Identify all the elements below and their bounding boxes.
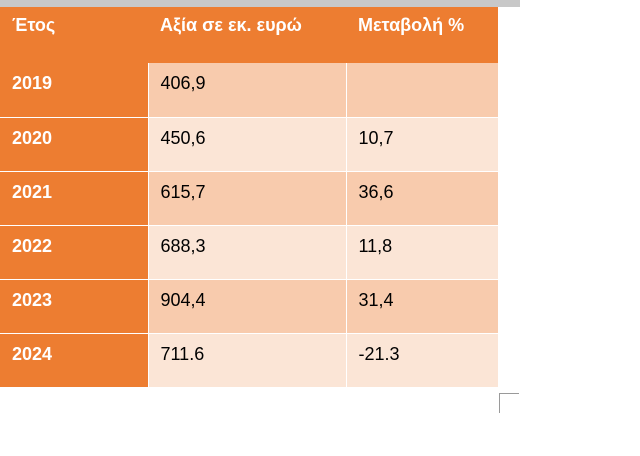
table-body: 2019 406,9 2020 450,6 10,7 2021 615,7 36… [0,63,499,388]
value-cell: 904,4 [148,279,347,334]
value-cell: 406,9 [148,63,347,118]
table-row: 2020 450,6 10,7 [0,117,499,172]
value-cell: 615,7 [148,171,347,226]
data-table: Έτος Αξία σε εκ. ευρώ Μεταβολή % 2019 40… [0,7,499,388]
header-change: Μεταβολή % [346,7,498,63]
table-resize-handle[interactable] [499,393,519,413]
table-row: 2019 406,9 [0,63,499,118]
top-toolbar-strip [0,0,520,7]
table-row: 2022 688,3 11,8 [0,225,499,280]
table-header: Έτος Αξία σε εκ. ευρώ Μεταβολή % [0,7,498,63]
table-row: 2023 904,4 31,4 [0,279,499,334]
change-cell: 11,8 [346,225,499,280]
table-row: 2021 615,7 36,6 [0,171,499,226]
change-cell: 36,6 [346,171,499,226]
value-cell: 450,6 [148,117,347,172]
year-cell: 2021 [0,171,149,226]
header-value: Αξία σε εκ. ευρώ [148,7,346,63]
year-cell: 2024 [0,333,149,388]
year-cell: 2019 [0,63,149,118]
change-cell: -21.3 [346,333,499,388]
value-cell: 711.6 [148,333,347,388]
year-cell: 2023 [0,279,149,334]
value-cell: 688,3 [148,225,347,280]
header-year: Έτος [0,7,148,63]
year-cell: 2020 [0,117,149,172]
change-cell: 31,4 [346,279,499,334]
table-row: 2024 711.6 -21.3 [0,333,499,388]
year-cell: 2022 [0,225,149,280]
change-cell [346,63,499,118]
change-cell: 10,7 [346,117,499,172]
header-row: Έτος Αξία σε εκ. ευρώ Μεταβολή % [0,7,498,63]
